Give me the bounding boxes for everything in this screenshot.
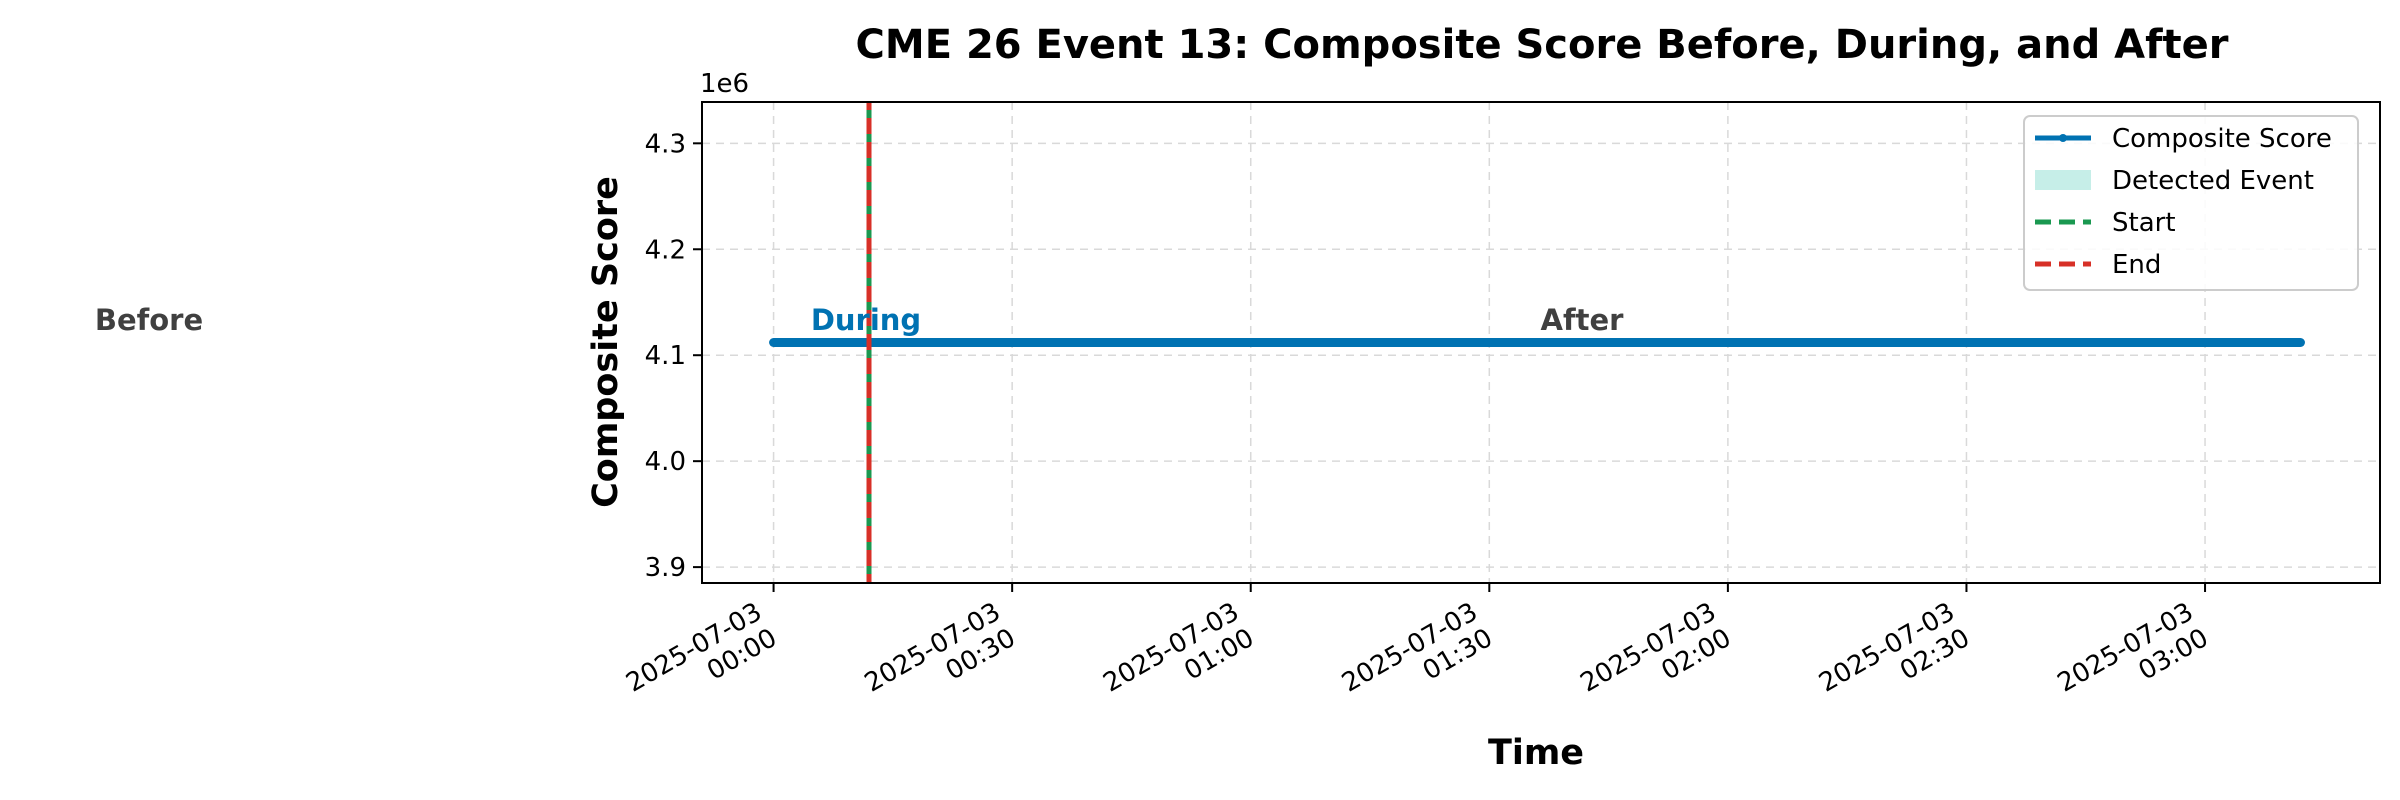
legend-composite-label: Composite Score	[2112, 124, 2332, 154]
x-tick-label: 2025-07-0303:00	[2053, 597, 2214, 725]
composite-score-point	[769, 338, 778, 347]
y-axis: 3.9 4.0 4.1 4.2 4.3	[645, 129, 702, 583]
legend-event-swatch	[2035, 170, 2091, 190]
phase-label-before: Before	[95, 303, 203, 337]
y-tick-label: 4.2	[645, 235, 686, 265]
x-tick-label: 2025-07-0300:00	[621, 597, 782, 725]
y-tick-label: 3.9	[645, 553, 686, 583]
chart-title: CME 26 Event 13: Composite Score Before,…	[856, 22, 2229, 68]
y-offset-label: 1e6	[700, 69, 749, 99]
legend: Composite Score Detected Event Start End	[2023, 115, 2359, 291]
x-tick-label: 2025-07-0302:00	[1576, 597, 1737, 725]
x-axis: 2025-07-0300:00 2025-07-0300:30 2025-07-03…	[621, 583, 2214, 725]
legend-end-label: End	[2112, 250, 2161, 280]
x-tick-label: 2025-07-0302:30	[1814, 597, 1975, 725]
x-axis-label: Time	[1488, 733, 1584, 773]
y-tick-label: 4.1	[645, 341, 686, 371]
legend-start-label: Start	[2112, 208, 2176, 238]
y-tick-label: 4.0	[645, 447, 686, 477]
y-axis-label: Composite Score	[586, 176, 626, 508]
x-tick-label: 2025-07-0301:30	[1337, 597, 1498, 725]
legend-box	[2023, 115, 2359, 291]
plot-frame	[701, 101, 2381, 584]
phase-label-during: During	[811, 303, 921, 337]
plot-series	[769, 338, 2305, 347]
legend-composite-marker	[2059, 134, 2067, 142]
x-tick-label: 2025-07-0301:00	[1098, 597, 1259, 725]
phase-label-after: After	[1541, 303, 1625, 337]
y-tick-label: 4.3	[645, 129, 686, 159]
legend-event-label: Detected Event	[2112, 166, 2314, 196]
x-tick-label: 2025-07-0300:30	[860, 597, 1021, 725]
composite-score-point	[2296, 338, 2305, 347]
